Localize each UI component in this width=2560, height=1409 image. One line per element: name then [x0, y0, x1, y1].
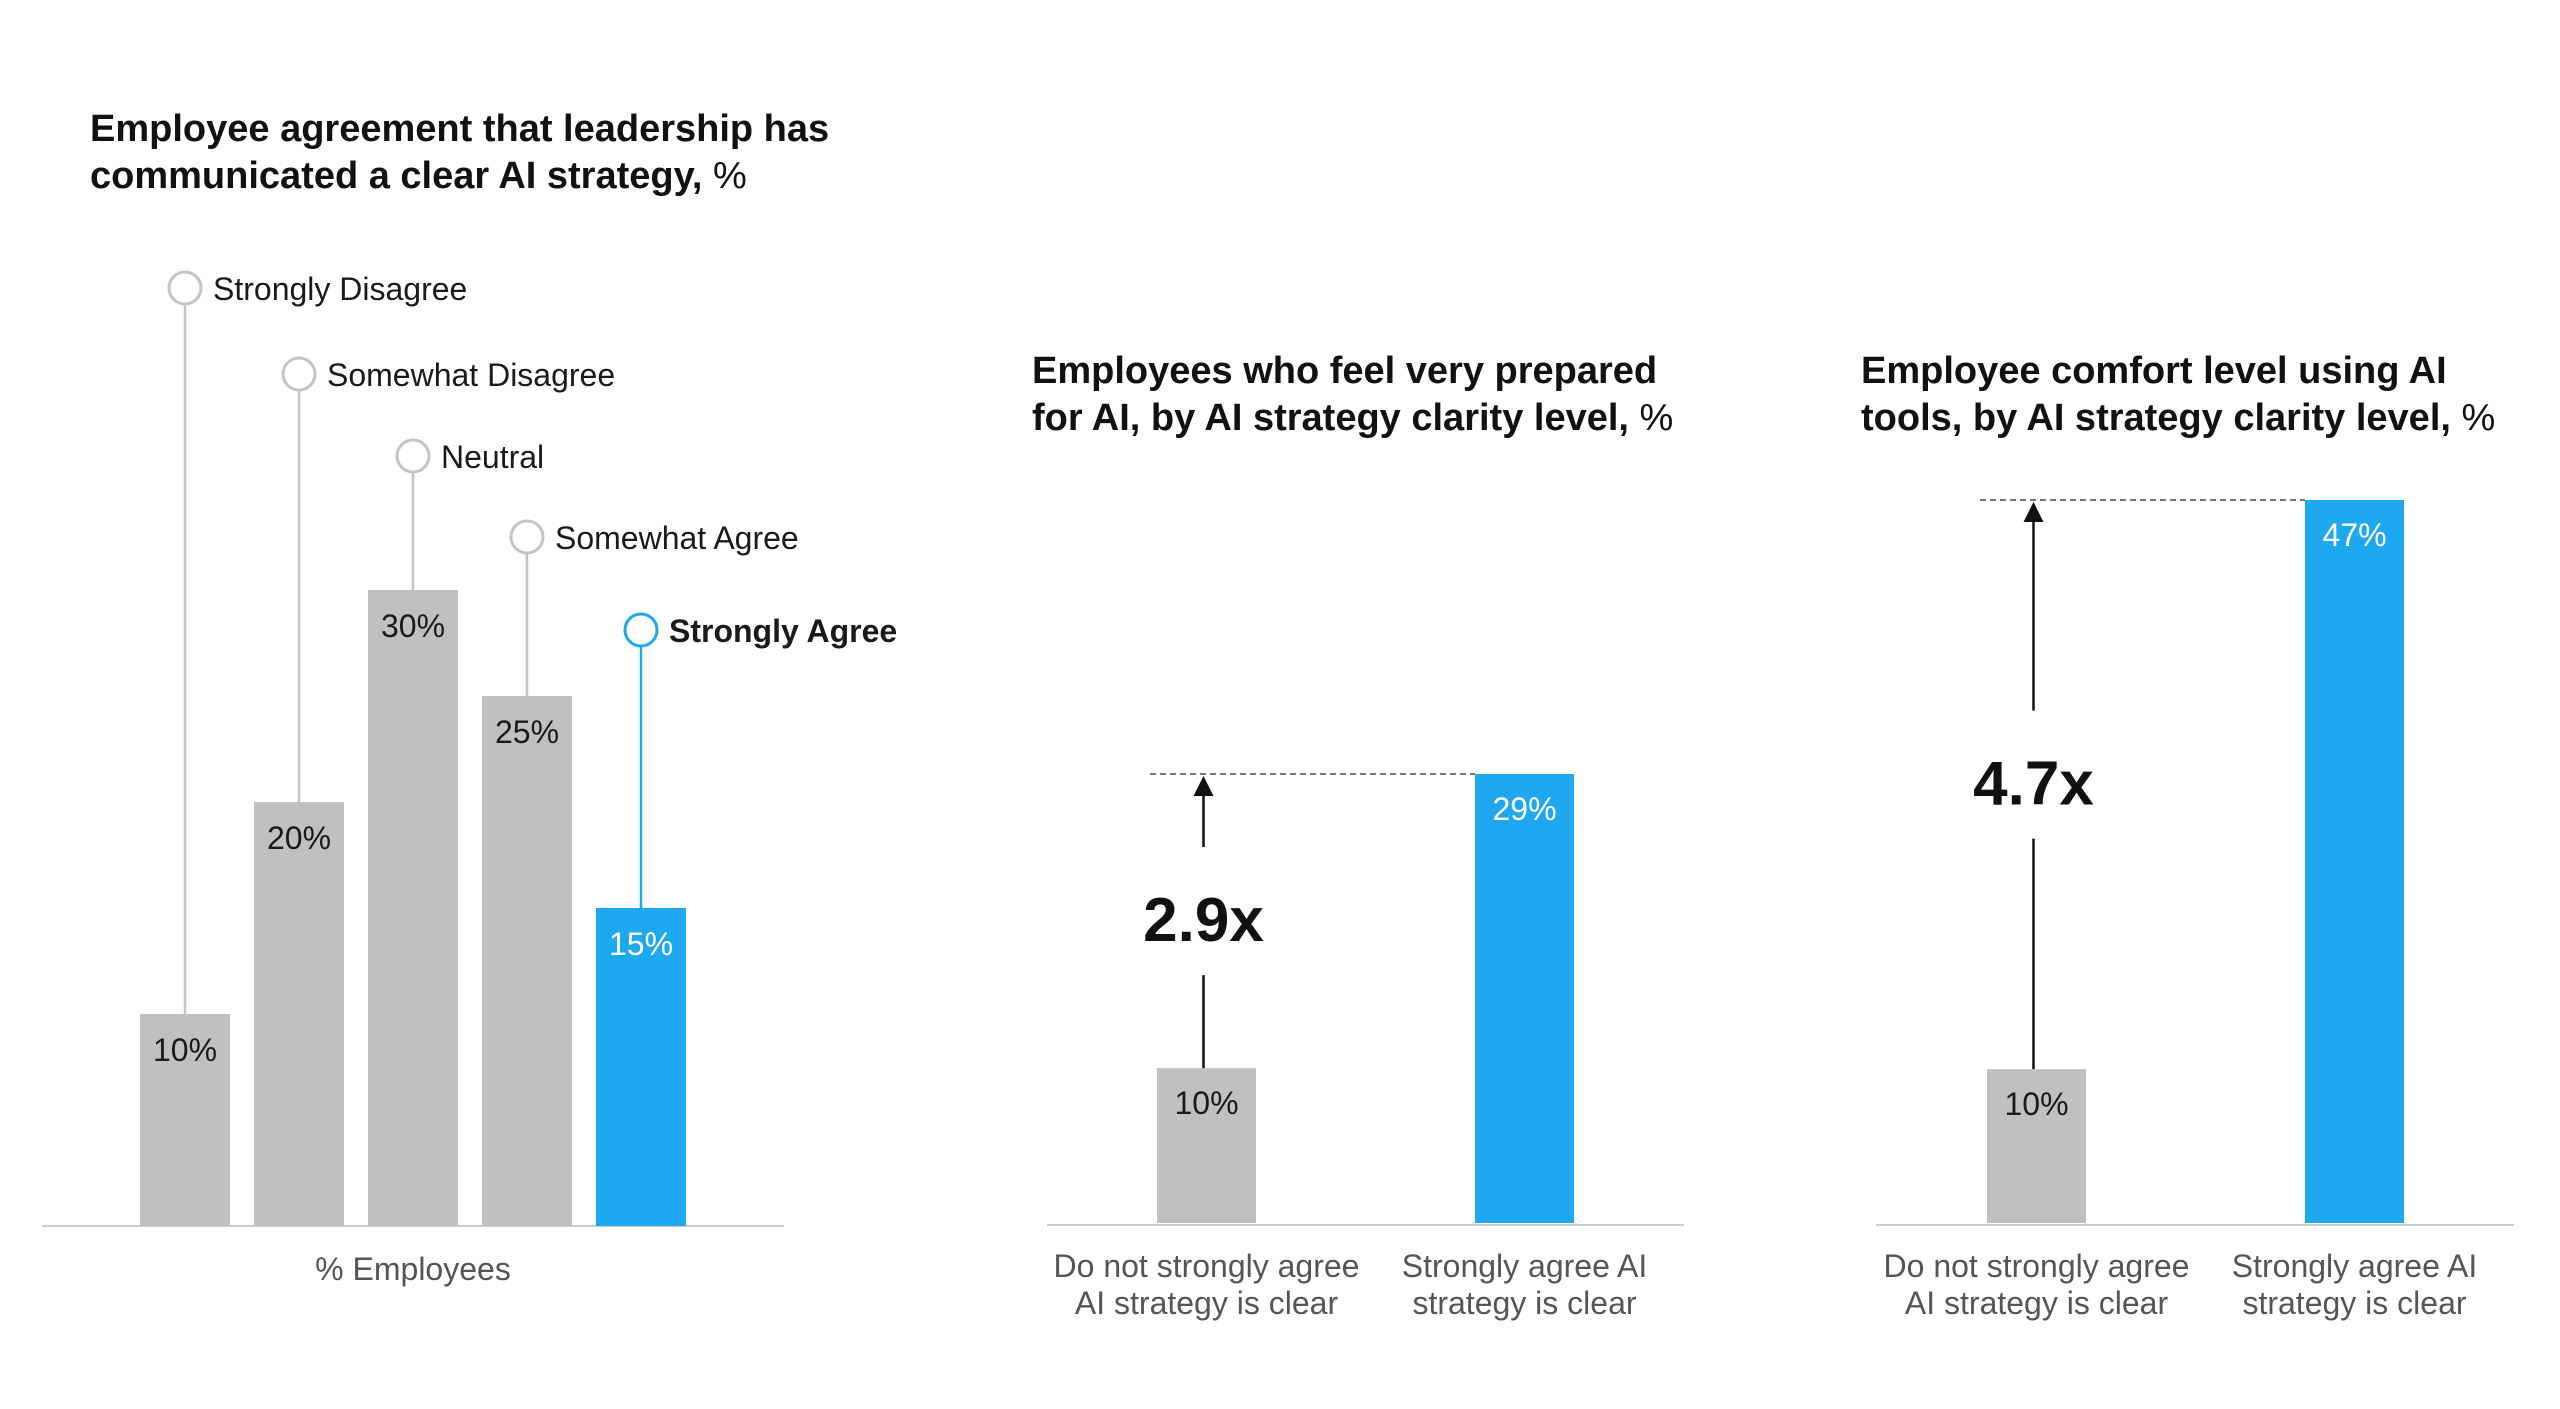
- title-unit: %: [1639, 397, 1674, 439]
- bar-somewhat-agree: [482, 696, 572, 1226]
- category-label: strategy is clear: [2242, 1285, 2466, 1321]
- data-label: 10%: [2004, 1086, 2068, 1122]
- bar-do-not-strongly-agree-ai-strategy-is-clear: [1157, 1068, 1256, 1223]
- x-axis-label: % Employees: [315, 1251, 511, 1287]
- category-label: Do not strongly agree: [1054, 1248, 1360, 1284]
- data-label: 20%: [267, 820, 331, 856]
- data-label: 10%: [153, 1032, 217, 1068]
- title-line: Employee comfort level using AI: [1861, 350, 2447, 392]
- multiplier-label: 4.7x: [1973, 750, 2094, 819]
- title-text: for AI, by AI strategy clarity level,: [1032, 397, 1629, 439]
- title-unit: %: [2461, 397, 2496, 439]
- title-line: communicated a clear AI strategy, %: [90, 153, 829, 200]
- legend-marker: [623, 612, 659, 648]
- bar-neutral: [368, 590, 458, 1226]
- legend-marker: [395, 438, 431, 474]
- bar-strongly-agree-ai-strategy-is-clear: [2305, 500, 2404, 1223]
- chart-strategy-agreement: Strongly Disagree 10% Somewhat Disagree 20%…: [42, 270, 897, 1287]
- category-label: AI strategy is clear: [1075, 1285, 1339, 1321]
- data-label: 29%: [1492, 791, 1556, 827]
- category-label: Strongly agree AI: [1402, 1248, 1647, 1284]
- bar-somewhat-disagree: [254, 802, 344, 1226]
- legend-marker: [167, 270, 203, 306]
- data-label: 30%: [381, 608, 445, 644]
- data-label: 47%: [2322, 517, 2386, 553]
- chart-title-comfort: Employee comfort level using AI tools, b…: [1861, 348, 2495, 442]
- title-text: communicated a clear AI strategy,: [90, 155, 703, 197]
- bar-do-not-strongly-agree-ai-strategy-is-clear: [1987, 1069, 2086, 1223]
- data-label: 25%: [495, 714, 559, 750]
- category-label-strongly-agree: Strongly Agree: [669, 613, 897, 649]
- bar-strongly-agree-ai-strategy-is-clear: [1475, 774, 1574, 1223]
- chart-title-preparedness: Employees who feel very prepared for AI,…: [1032, 348, 1673, 442]
- category-label: Do not strongly agree: [1884, 1248, 2190, 1284]
- title-unit: %: [713, 155, 747, 197]
- title-line: tools, by AI strategy clarity level, %: [1861, 395, 2495, 442]
- category-label-somewhat-agree: Somewhat Agree: [555, 520, 799, 556]
- title-line: for AI, by AI strategy clarity level, %: [1032, 395, 1673, 442]
- chart-title-strategy-agreement: Employee agreement that leadership has c…: [90, 106, 829, 200]
- multiplier-label: 2.9x: [1143, 886, 1264, 955]
- category-label: strategy is clear: [1412, 1285, 1636, 1321]
- category-label-neutral: Neutral: [441, 439, 544, 475]
- title-text: tools, by AI strategy clarity level,: [1861, 397, 2451, 439]
- title-line: Employee agreement that leadership has: [90, 108, 830, 150]
- data-label: 15%: [609, 926, 673, 962]
- category-label-strongly-disagree: Strongly Disagree: [213, 271, 467, 307]
- title-line: Employees who feel very prepared: [1032, 350, 1658, 392]
- bar-strongly-disagree: [140, 1014, 230, 1226]
- category-label-somewhat-disagree: Somewhat Disagree: [327, 357, 615, 393]
- category-label: Strongly agree AI: [2232, 1248, 2477, 1284]
- legend-marker: [509, 519, 545, 555]
- multiplier-arrow-head: [2023, 502, 2044, 522]
- bar-strongly-agree: [596, 908, 686, 1226]
- category-label: AI strategy is clear: [1905, 1285, 2169, 1321]
- legend-marker: [281, 356, 317, 392]
- multiplier-arrow-head: [1193, 776, 1214, 796]
- data-label: 10%: [1174, 1085, 1238, 1121]
